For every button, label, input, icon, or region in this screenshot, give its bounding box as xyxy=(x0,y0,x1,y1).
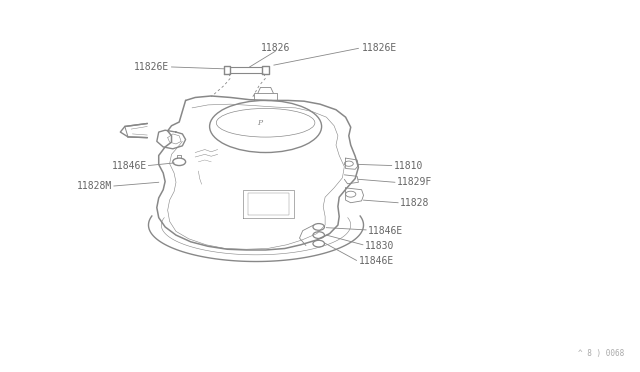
Text: 11810: 11810 xyxy=(394,161,423,170)
Text: 11829F: 11829F xyxy=(397,177,432,187)
Text: 11846E: 11846E xyxy=(368,226,403,235)
Text: 11828M: 11828M xyxy=(77,181,112,191)
Text: 11828: 11828 xyxy=(400,198,429,208)
Text: 11826: 11826 xyxy=(260,44,290,53)
Text: 11826E: 11826E xyxy=(362,44,397,53)
Text: ^ 8 ) 0068: ^ 8 ) 0068 xyxy=(578,349,624,358)
Text: 11846E: 11846E xyxy=(358,256,394,266)
Text: 11830: 11830 xyxy=(365,241,394,250)
Text: P: P xyxy=(257,119,262,127)
Text: 11826E: 11826E xyxy=(134,62,170,72)
Text: 11846E: 11846E xyxy=(112,161,147,170)
